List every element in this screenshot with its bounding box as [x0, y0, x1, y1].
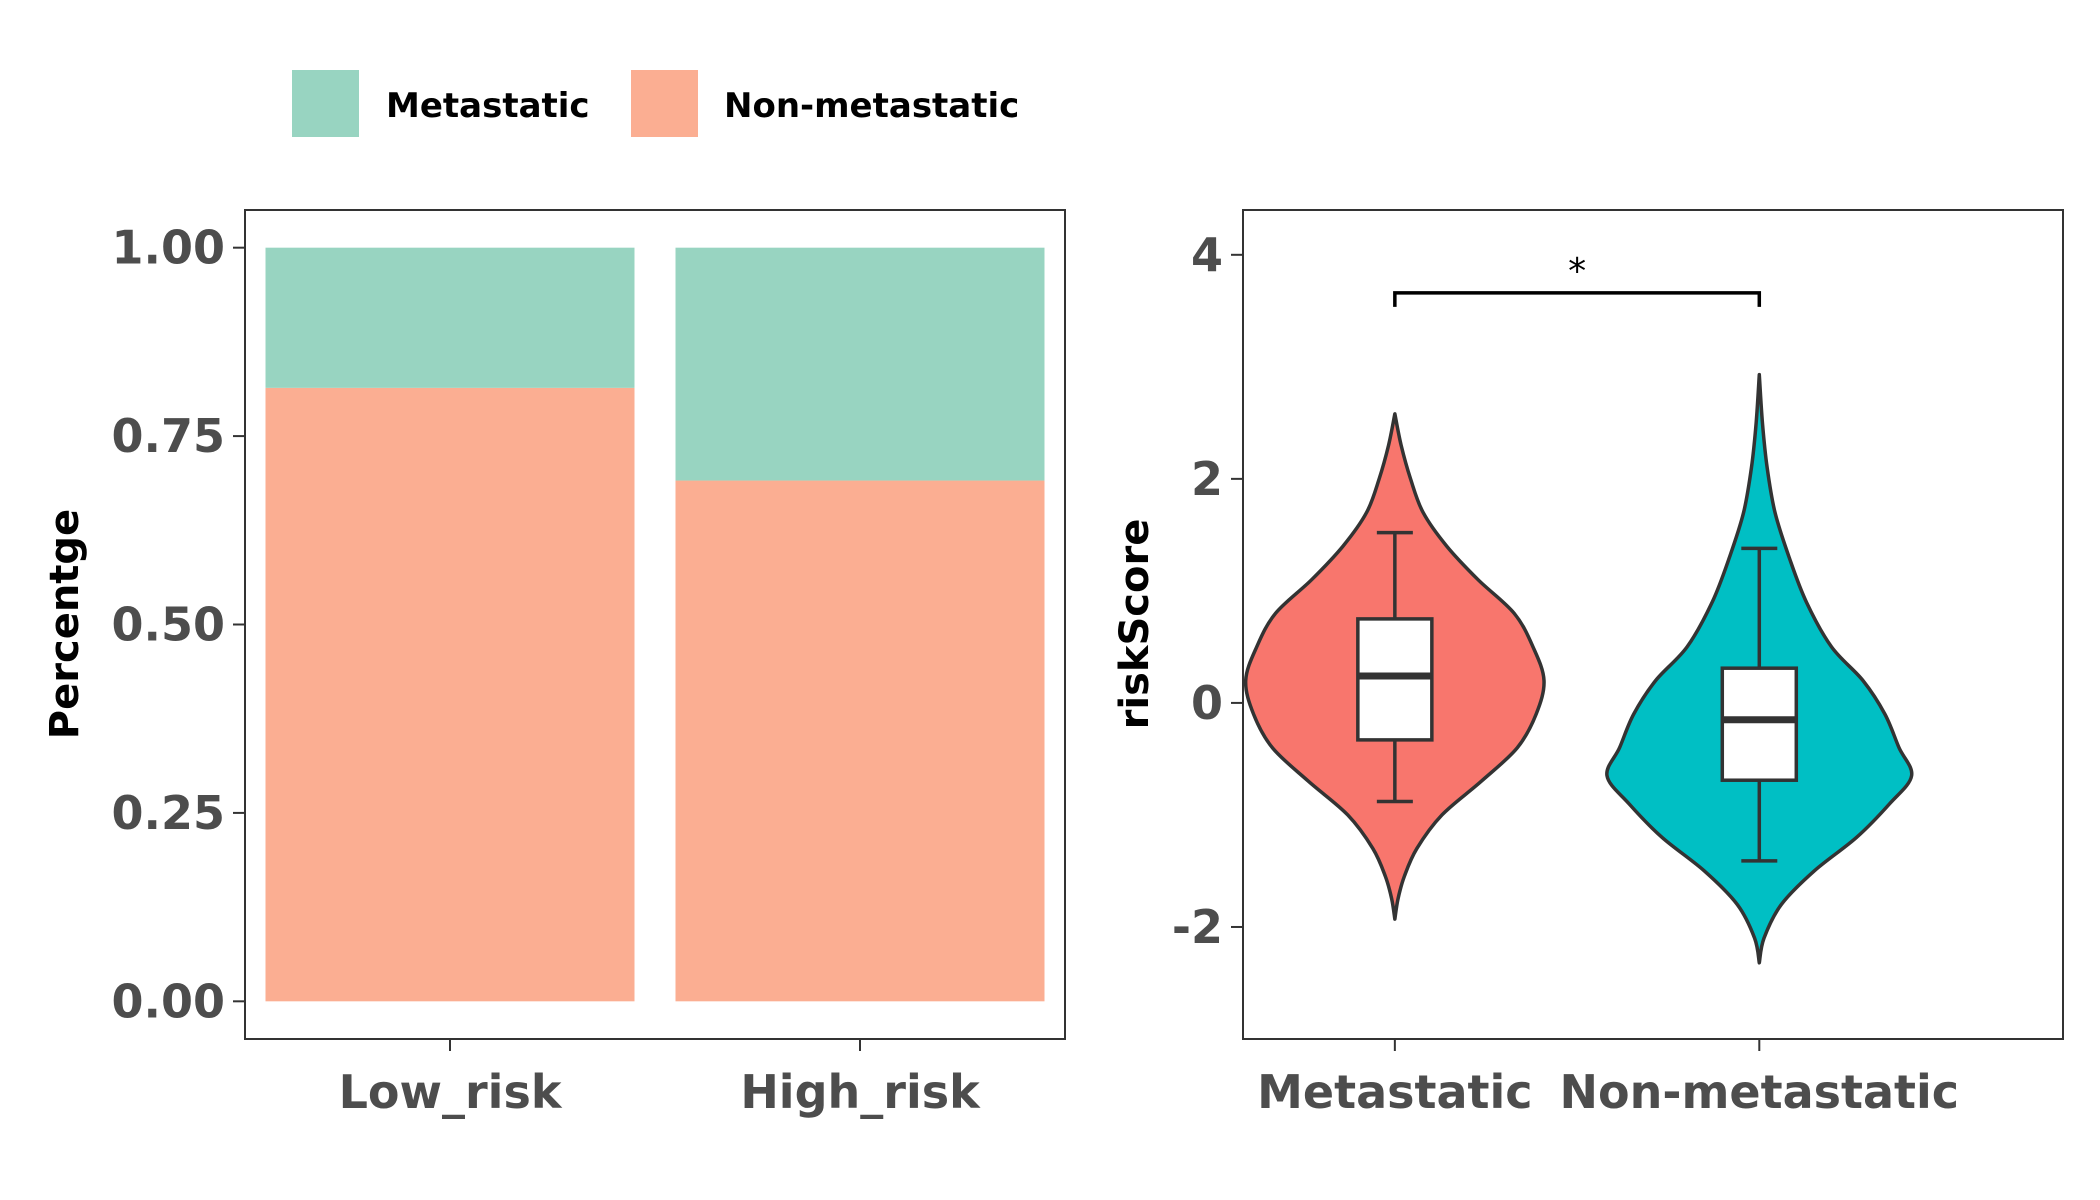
legend: Metastatic Non-metastatic — [292, 70, 1019, 137]
bar-high-risk-non-metastatic — [675, 480, 1045, 1002]
y-tick-label: 0.25 — [112, 786, 226, 840]
violin-y-axis-title: riskScore — [1112, 519, 1158, 730]
legend-label-non-metastatic: Non-metastatic — [724, 86, 1019, 126]
y-tick-label: 0 — [1191, 676, 1223, 730]
bar-y-axis-title: Percentge — [42, 509, 88, 739]
y-tick-label: 1.00 — [112, 221, 226, 275]
legend-label-metastatic: Metastatic — [386, 86, 590, 126]
violin-panel: -2 0 2 4 Metastatic Non-metastatic * riskSco… — [1112, 209, 2064, 1119]
x-tick-label: Metastatic — [1257, 1065, 1532, 1119]
bar-high-risk-metastatic — [675, 247, 1045, 481]
x-tick-label: High_risk — [740, 1065, 981, 1119]
legend-swatch-non-metastatic — [631, 70, 698, 137]
bar-low-risk-non-metastatic — [265, 387, 635, 1002]
y-tick-label: 4 — [1191, 228, 1223, 282]
significance-label: * — [1568, 251, 1586, 292]
x-tick-label: Non-metastatic — [1560, 1065, 1960, 1119]
bar-x-ticks: Low_risk High_risk — [339, 1039, 981, 1119]
bar-marks — [265, 247, 1045, 1002]
y-tick-label: 0.75 — [112, 409, 226, 463]
violin-x-ticks: Metastatic Non-metastatic — [1257, 1039, 1959, 1119]
y-tick-label: 0.00 — [112, 974, 226, 1028]
violin-marks — [1243, 372, 1914, 965]
violin-y-ticks: -2 0 2 4 — [1172, 228, 1243, 954]
significance-annotation: * — [1393, 251, 1762, 307]
boxplot-non-metastatic — [1720, 546, 1799, 863]
significance-bracket — [1393, 291, 1762, 307]
box-iqr — [1720, 666, 1799, 782]
bar-y-ticks: 0.00 0.25 0.50 0.75 1.00 — [112, 221, 245, 1028]
boxplot-metastatic — [1356, 530, 1434, 804]
violin-panel-frame — [1242, 209, 2064, 1040]
legend-swatch-metastatic — [292, 70, 359, 137]
bar-panel: 0.00 0.25 0.50 0.75 1.00 Low_risk High_risk P… — [42, 209, 1066, 1119]
y-tick-label: 0.50 — [112, 598, 226, 652]
y-tick-label: 2 — [1191, 452, 1223, 506]
bar-low-risk-metastatic — [265, 247, 635, 388]
x-tick-label: Low_risk — [339, 1065, 563, 1119]
y-tick-label: -2 — [1172, 900, 1223, 954]
